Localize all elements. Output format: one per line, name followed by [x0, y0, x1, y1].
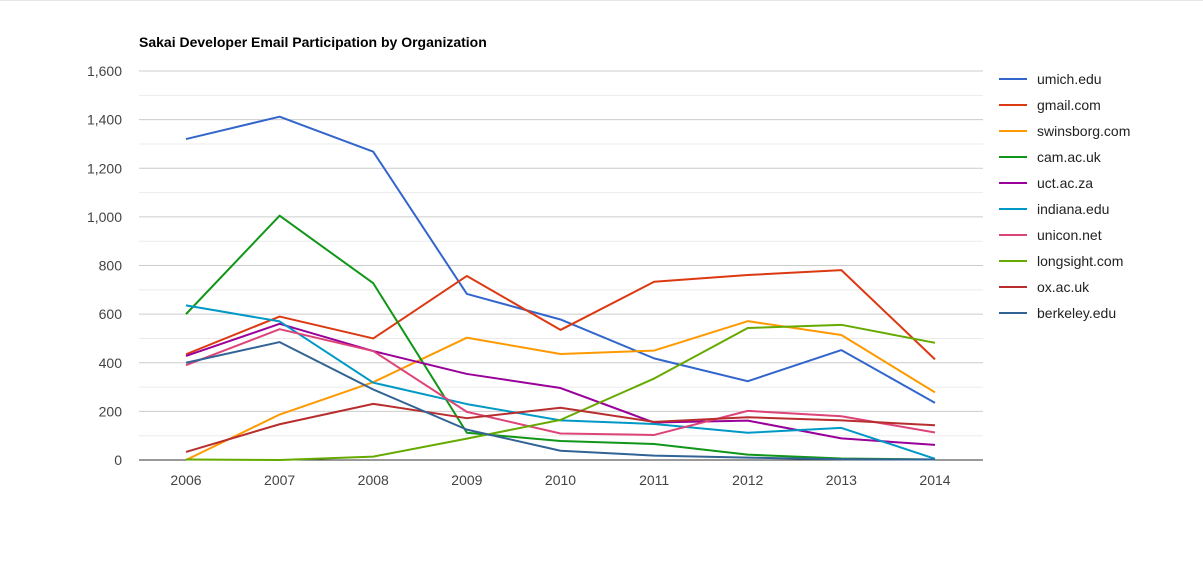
legend-label: unicon.net [1037, 227, 1102, 243]
y-tick-label: 1,200 [87, 160, 122, 176]
series-line-ox-ac-uk[interactable] [185, 402, 936, 453]
series-line-cam-ac-uk[interactable] [185, 214, 936, 461]
series-line-uct-ac-za[interactable] [185, 322, 936, 446]
legend-label: indiana.edu [1037, 201, 1109, 217]
legend-label: swinsborg.com [1037, 123, 1130, 139]
legend-label: ox.ac.uk [1037, 279, 1090, 295]
gridlines [139, 70, 983, 437]
y-tick-label: 200 [99, 403, 123, 419]
y-tick-label: 1,000 [87, 209, 122, 225]
legend-label: berkeley.edu [1037, 305, 1116, 321]
legend-item[interactable]: unicon.net [999, 227, 1102, 243]
legend-item[interactable]: umich.edu [999, 71, 1102, 87]
legend-item[interactable]: swinsborg.com [999, 123, 1130, 139]
y-tick-label: 1,600 [87, 63, 122, 79]
x-tick-label: 2012 [732, 472, 763, 488]
y-tick-label: 600 [99, 306, 123, 322]
legend-label: longsight.com [1037, 253, 1123, 269]
x-tick-label: 2011 [639, 472, 669, 488]
legend-item[interactable]: longsight.com [999, 253, 1123, 269]
x-tick-label: 2010 [545, 472, 576, 488]
legend-item[interactable]: gmail.com [999, 97, 1101, 113]
y-tick-label: 0 [114, 452, 122, 468]
series-line-berkeley-edu[interactable] [185, 341, 936, 461]
y-tick-label: 800 [99, 258, 123, 274]
legend-label: gmail.com [1037, 97, 1101, 113]
series-line-umich-edu[interactable] [185, 115, 936, 404]
x-tick-label: 2008 [358, 472, 389, 488]
series-line-longsight-com[interactable] [185, 323, 936, 461]
x-tick-label: 2009 [451, 472, 482, 488]
axes: 0 200 400 600 800 1,000 1,200 1,400 1,600 2006 200… [87, 63, 983, 488]
legend-item[interactable]: indiana.edu [999, 201, 1109, 217]
series-line-unicon-net[interactable] [185, 328, 936, 436]
x-tick-label: 2013 [826, 472, 857, 488]
x-tick-label: 2007 [264, 472, 295, 488]
legend-item[interactable]: uct.ac.za [999, 175, 1093, 191]
legend-label: cam.ac.uk [1037, 149, 1102, 165]
y-tick-label: 400 [99, 355, 123, 371]
x-tick-label: 2006 [170, 472, 201, 488]
legend-label: umich.edu [1037, 71, 1102, 87]
y-tick-label: 1,400 [87, 112, 122, 128]
legend-item[interactable]: cam.ac.uk [999, 149, 1102, 165]
legend-item[interactable]: berkeley.edu [999, 305, 1116, 321]
series-line-gmail-com[interactable] [185, 269, 936, 361]
chart-title: Sakai Developer Email Participation by O… [139, 34, 487, 50]
legend-item[interactable]: ox.ac.uk [999, 279, 1090, 295]
legend: umich.edu gmail.com swinsborg.com cam.ac.uk… [999, 71, 1130, 321]
legend-label: uct.ac.za [1037, 175, 1093, 191]
series-lines [185, 115, 936, 461]
series-line-swinsborg-com[interactable] [185, 320, 936, 461]
x-tick-label: 2014 [919, 472, 950, 488]
